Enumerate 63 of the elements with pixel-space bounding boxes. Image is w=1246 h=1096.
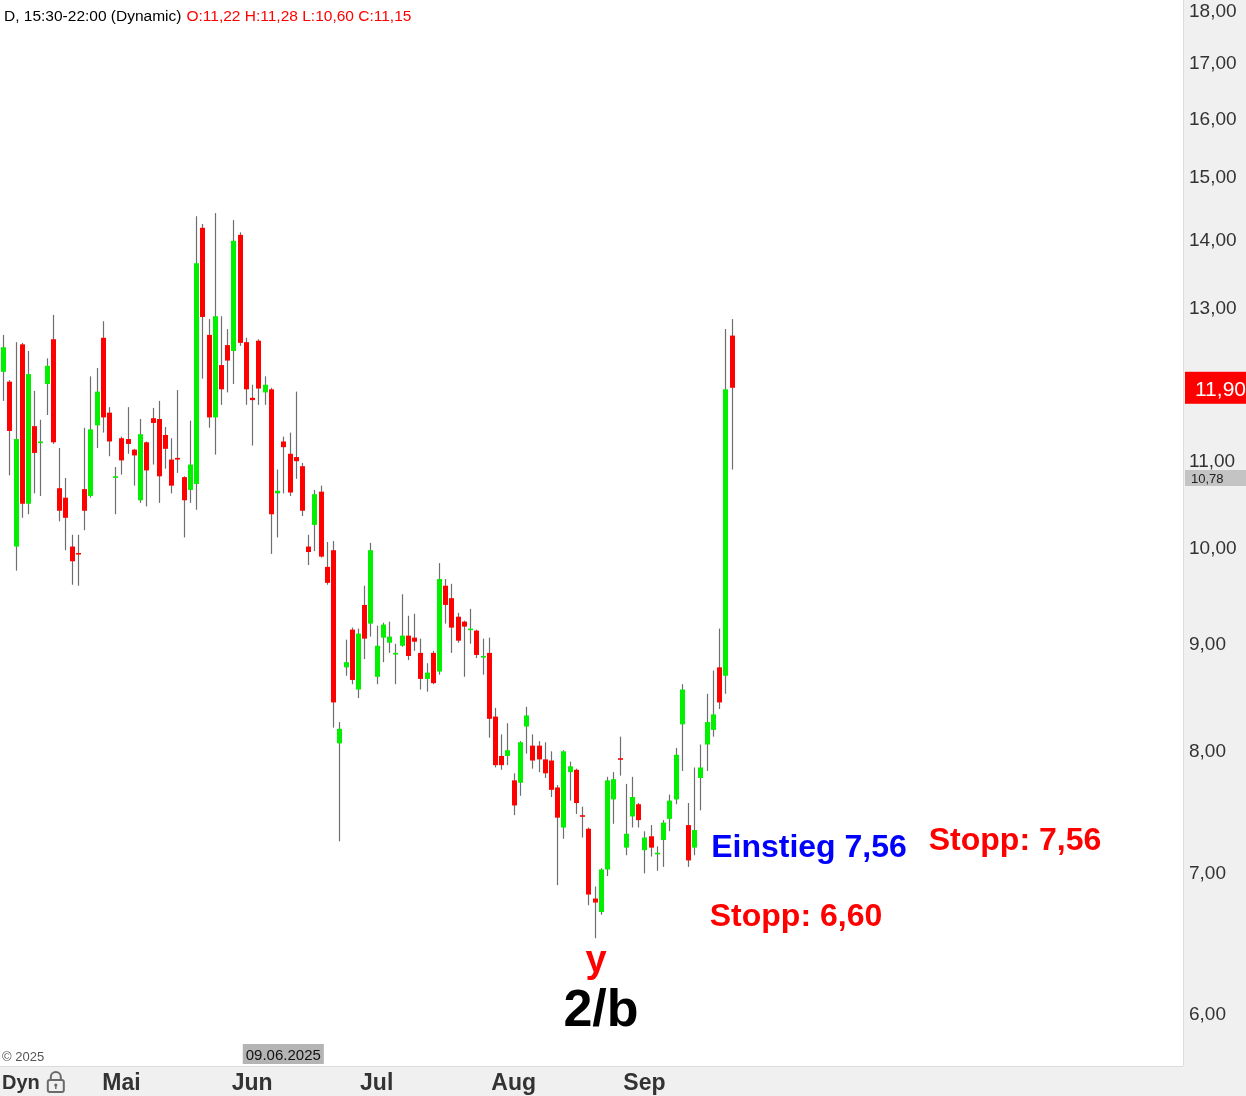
- candlestick: [661, 819, 666, 868]
- candlestick: [425, 662, 430, 693]
- candlestick: [649, 824, 654, 858]
- candlestick: [337, 721, 342, 842]
- candlestick: [580, 806, 585, 839]
- price-tag: 10,78: [1185, 470, 1246, 486]
- candlestick: [82, 427, 87, 531]
- x-tick-label: Sep: [623, 1069, 666, 1095]
- y-tick-label: 16,00: [1189, 107, 1237, 129]
- candlestick: [524, 706, 529, 755]
- y-tick-label: 15,00: [1189, 165, 1237, 187]
- x-tick-label: Jul: [360, 1069, 394, 1095]
- y-tick-label: 7,00: [1189, 861, 1226, 883]
- candlestick: [636, 802, 641, 829]
- candlestick: [306, 534, 311, 566]
- candlestick: [45, 357, 50, 416]
- annotation: © 2025: [2, 1048, 45, 1064]
- candlestick: [400, 593, 405, 648]
- candlestick: [642, 830, 647, 874]
- candlestick: [624, 783, 629, 856]
- candlestick: [175, 389, 180, 474]
- candlestick: [113, 466, 118, 515]
- candlestick: [630, 776, 635, 829]
- candlestick: [126, 406, 131, 455]
- x-tick-label: Mai: [102, 1069, 141, 1095]
- candlestick: [530, 733, 535, 770]
- candlestick: [182, 475, 187, 539]
- y-tick-label: 11,00: [1189, 449, 1236, 471]
- y-tick-label: 17,00: [1189, 51, 1237, 73]
- annotation: 2/b: [563, 979, 639, 1037]
- y-tick-label: 18,00: [1189, 0, 1237, 21]
- x-tick-label: Aug: [491, 1069, 537, 1095]
- candlestick: [593, 885, 598, 939]
- y-tick-label: 6,00: [1189, 1002, 1226, 1024]
- x-tick-label: Jun: [231, 1069, 273, 1095]
- y-tick-label: 13,00: [1189, 296, 1237, 318]
- candlestick: [119, 436, 124, 476]
- annotation: y: [585, 938, 607, 980]
- candlestick: [698, 743, 703, 811]
- candlestick: [537, 740, 542, 773]
- y-tick-label: 8,00: [1189, 739, 1226, 761]
- annotation: Stopp: 7,56: [928, 821, 1102, 857]
- y-tick-label: 14,00: [1189, 228, 1237, 250]
- candlestick: [263, 375, 268, 406]
- y-tick-label: 9,00: [1189, 632, 1226, 654]
- annotation: Einstieg 7,56: [711, 828, 907, 864]
- y-tick-label: 10,00: [1189, 536, 1237, 558]
- candlestick: [481, 638, 486, 676]
- chart-subtitle: O:11,22 H:11,28 L:10,60 C:11,15: [186, 6, 412, 24]
- text: Dyn: [2, 1071, 40, 1093]
- candlestick: [667, 794, 672, 832]
- candlestick: [38, 419, 43, 497]
- price-tag: 11,90: [1185, 371, 1246, 404]
- candlestick: [344, 639, 349, 677]
- candlestick: [225, 328, 230, 393]
- candlestick: [281, 436, 286, 494]
- candlestick: [505, 722, 510, 766]
- annotation: Stopp: 6,60: [709, 897, 883, 933]
- candlestick: [568, 761, 573, 802]
- candlestick: [692, 766, 697, 856]
- chart-title: D, 15:30-22:00 (Dynamic): [4, 6, 182, 24]
- candlestick: [618, 736, 623, 777]
- date-tag: 09.06.2025: [242, 1044, 324, 1064]
